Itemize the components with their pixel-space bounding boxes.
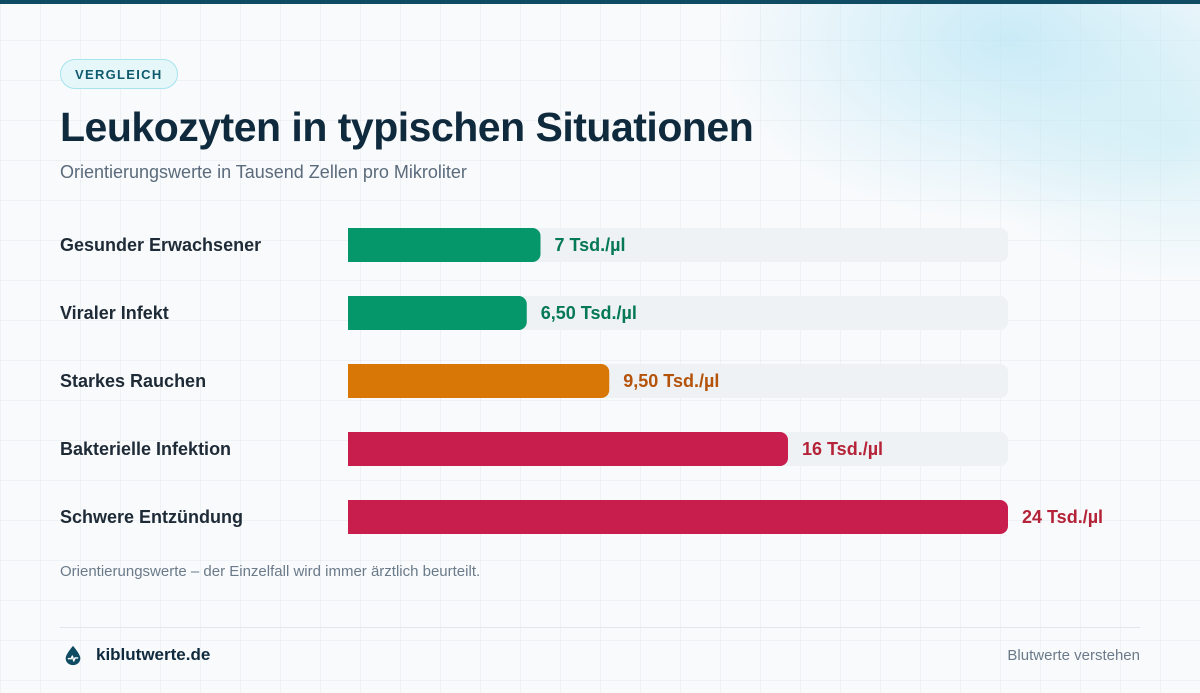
blood-drop-icon	[65, 645, 81, 666]
footnote: Orientierungswerte – der Einzelfall wird…	[60, 563, 481, 580]
footer-divider	[60, 627, 1140, 628]
category-label: Gesunder Erwachsener	[60, 235, 261, 255]
bar	[348, 228, 541, 262]
value-label: 24 Tsd./µl	[1022, 507, 1103, 527]
category-label: Bakterielle Infektion	[60, 439, 231, 459]
bar-row: Bakterielle Infektion 16 Tsd./µl	[60, 432, 1008, 466]
value-label: 9,50 Tsd./µl	[623, 371, 719, 391]
footer-tagline: Blutwerte verstehen	[1007, 647, 1140, 664]
category-label: Schwere Entzündung	[60, 507, 243, 527]
bar	[348, 432, 788, 466]
value-label: 16 Tsd./µl	[802, 439, 883, 459]
top-accent-bar	[0, 0, 1200, 4]
category-label: Viraler Infekt	[60, 303, 169, 323]
bar	[348, 296, 527, 330]
bar	[348, 500, 1008, 534]
bar-row: Viraler Infekt 6,50 Tsd./µl	[60, 296, 1008, 330]
page-title: Leukozyten in typischen Situationen	[60, 104, 754, 150]
bar	[348, 364, 610, 398]
bar-row: Starkes Rauchen 9,50 Tsd./µl	[60, 364, 1008, 398]
value-label: 6,50 Tsd./µl	[541, 303, 637, 323]
page-subtitle: Orientierungswerte in Tausend Zellen pro…	[60, 162, 467, 182]
value-label: 7 Tsd./µl	[555, 235, 626, 255]
brand-name: kiblutwerte.de	[96, 645, 211, 664]
bar-row: Schwere Entzündung 24 Tsd./µl	[60, 500, 1103, 534]
bar-row: Gesunder Erwachsener 7 Tsd./µl	[60, 228, 1008, 262]
brand[interactable]: kiblutwerte.de	[62, 644, 210, 666]
category-label: Starkes Rauchen	[60, 371, 206, 391]
category-badge: VERGLEICH	[60, 59, 178, 89]
